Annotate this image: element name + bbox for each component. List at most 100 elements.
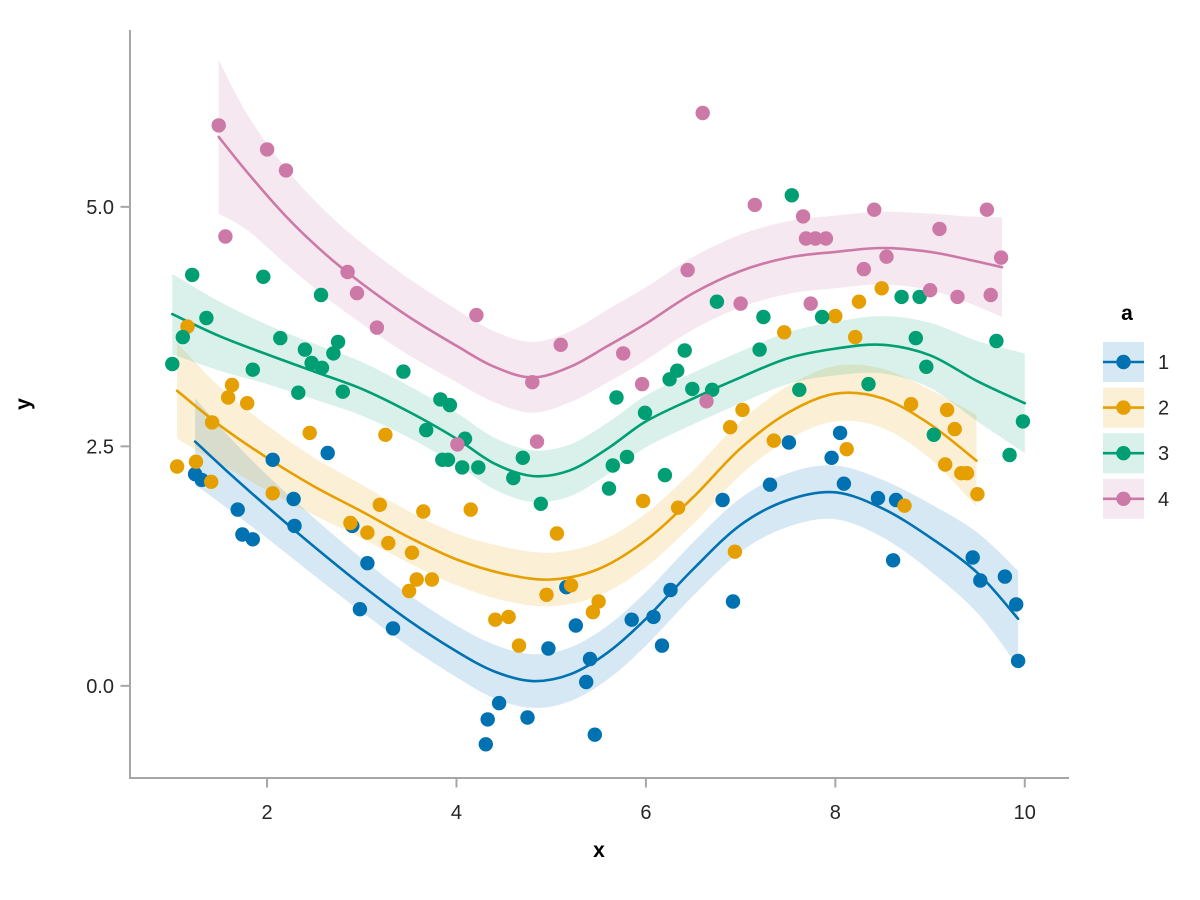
data-point xyxy=(756,309,771,325)
data-point xyxy=(440,452,456,467)
data-point xyxy=(491,695,507,711)
data-point xyxy=(401,583,417,599)
data-point xyxy=(874,281,889,296)
data-point xyxy=(939,402,955,418)
data-point xyxy=(735,402,750,418)
trend-line-2 xyxy=(175,389,978,581)
data-point xyxy=(204,474,219,489)
data-point xyxy=(932,221,947,237)
data-point xyxy=(747,197,762,213)
data-point xyxy=(211,118,226,133)
data-point xyxy=(416,504,431,519)
y-tick-label: 0.0 xyxy=(86,676,114,698)
data-point xyxy=(1009,597,1024,612)
data-point xyxy=(587,727,602,742)
data-point xyxy=(824,450,839,465)
confidence-bands-layer xyxy=(172,60,1025,708)
axes-layer: 0.0 2.5 5.0 2 4 6 8 10 xyxy=(86,30,1069,824)
data-point xyxy=(699,394,714,409)
data-point xyxy=(970,487,985,502)
data-point xyxy=(897,498,912,513)
data-point xyxy=(360,556,375,571)
data-point xyxy=(539,587,554,602)
x-tick-label: 6 xyxy=(640,802,651,824)
y-axis-title: y xyxy=(12,398,35,410)
data-point xyxy=(488,612,503,627)
data-point xyxy=(585,604,601,620)
data-point xyxy=(870,490,886,506)
points-group-1 xyxy=(187,425,1026,752)
data-point xyxy=(291,385,306,400)
data-point xyxy=(230,502,245,517)
data-point xyxy=(349,285,365,301)
data-point xyxy=(766,433,781,448)
data-point xyxy=(836,476,852,491)
data-point xyxy=(529,434,545,449)
data-point xyxy=(541,641,556,656)
data-point xyxy=(828,308,843,324)
data-point xyxy=(568,618,583,633)
data-point xyxy=(563,578,579,593)
confidence-band-4 xyxy=(218,60,1002,413)
data-point xyxy=(818,231,834,246)
data-point xyxy=(894,289,909,305)
data-point xyxy=(478,737,493,752)
legend-entry-label: 2 xyxy=(1158,398,1169,420)
data-point xyxy=(553,337,568,352)
data-point xyxy=(792,382,807,397)
data-point xyxy=(501,609,516,625)
data-point xyxy=(525,375,540,390)
data-point xyxy=(727,544,743,559)
data-point xyxy=(680,262,695,278)
data-point xyxy=(469,307,484,323)
data-point xyxy=(591,594,606,609)
data-point xyxy=(752,342,767,357)
data-point xyxy=(861,376,876,392)
data-point xyxy=(463,502,478,517)
data-point xyxy=(867,202,882,217)
data-point xyxy=(245,532,260,547)
data-point xyxy=(723,420,738,435)
data-point xyxy=(605,458,620,473)
data-point xyxy=(784,188,799,203)
data-point xyxy=(218,229,233,244)
data-point xyxy=(1010,653,1026,669)
data-point xyxy=(795,209,811,224)
data-point xyxy=(670,500,686,515)
data-point xyxy=(385,621,401,636)
data-point xyxy=(619,449,635,465)
legend-key-point xyxy=(1116,354,1131,370)
legend-title: a xyxy=(1121,302,1133,325)
y-tick-label: 5.0 xyxy=(86,197,114,219)
data-point xyxy=(762,477,778,492)
data-point xyxy=(450,437,465,452)
data-point xyxy=(582,651,598,667)
points-group-3 xyxy=(165,188,1031,511)
data-point xyxy=(165,356,180,372)
x-tick-label: 2 xyxy=(261,802,272,824)
data-point xyxy=(204,415,220,430)
data-point xyxy=(340,264,355,280)
data-point xyxy=(533,496,548,511)
data-point xyxy=(685,381,700,397)
x-axis-title: x xyxy=(593,839,605,862)
data-point xyxy=(983,287,998,303)
data-point xyxy=(677,343,692,358)
data-point xyxy=(224,377,240,393)
data-point xyxy=(221,390,236,405)
legend-entries: 1 2 3 4 xyxy=(1103,342,1169,519)
data-point xyxy=(781,435,797,450)
data-point xyxy=(471,460,486,475)
data-point xyxy=(965,550,980,565)
legend-key-point xyxy=(1116,446,1131,461)
data-point xyxy=(175,329,190,345)
data-point xyxy=(646,609,661,625)
data-point xyxy=(705,382,720,397)
data-point xyxy=(579,674,594,690)
data-point xyxy=(715,492,730,508)
data-point xyxy=(360,525,375,540)
data-point xyxy=(989,333,1004,349)
data-point xyxy=(343,515,358,531)
data-point xyxy=(169,459,185,474)
